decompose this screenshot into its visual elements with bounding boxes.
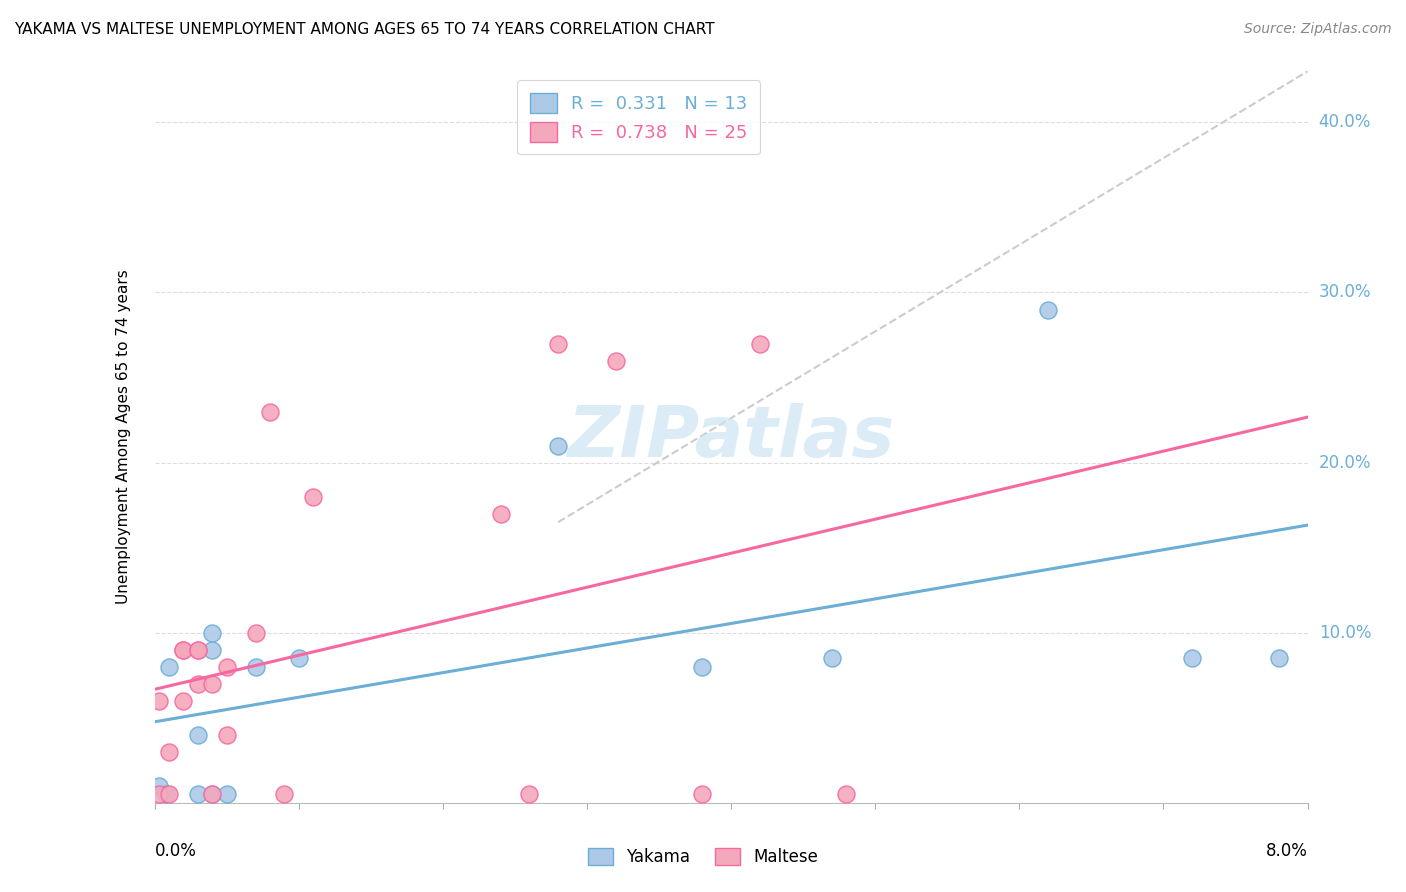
Point [201,625,224,640]
Text: 30.0%: 30.0% [1319,284,1371,301]
Point [1181,651,1204,665]
Point [690,659,713,673]
Point [273,787,295,801]
Point [157,787,180,801]
Point [245,625,267,640]
Text: Source: ZipAtlas.com: Source: ZipAtlas.com [1244,22,1392,37]
Point [157,745,180,759]
Point [1268,651,1291,665]
Point [259,404,281,418]
Point [605,353,627,368]
Point [172,642,194,657]
Point [155,787,177,801]
Point [201,642,224,657]
Point [201,787,224,801]
Point [187,728,209,742]
Point [148,787,170,801]
Point [489,507,512,521]
Point [517,787,540,801]
Text: 8.0%: 8.0% [1265,842,1308,860]
Point [821,651,844,665]
Point [187,787,209,801]
Point [215,787,238,801]
Point [157,659,180,673]
Legend: Yakama, Maltese: Yakama, Maltese [579,840,827,875]
Point [547,439,569,453]
Text: YAKAMA VS MALTESE UNEMPLOYMENT AMONG AGES 65 TO 74 YEARS CORRELATION CHART: YAKAMA VS MALTESE UNEMPLOYMENT AMONG AGE… [14,22,714,37]
Point [1038,302,1060,317]
Text: 20.0%: 20.0% [1319,454,1371,472]
Point [835,787,858,801]
Point [245,659,267,673]
Point [148,779,170,793]
Point [201,677,224,691]
Point [201,787,224,801]
Point [547,336,569,351]
Point [302,490,325,504]
Point [187,642,209,657]
Point [187,642,209,657]
Point [287,651,309,665]
Y-axis label: Unemployment Among Ages 65 to 74 years: Unemployment Among Ages 65 to 74 years [117,269,131,605]
Point [187,677,209,691]
Point [148,694,170,708]
Point [215,659,238,673]
Point [748,336,770,351]
Text: 40.0%: 40.0% [1319,113,1371,131]
Text: ZIPatlas: ZIPatlas [568,402,894,472]
Legend: R =  0.331   N = 13, R =  0.738   N = 25: R = 0.331 N = 13, R = 0.738 N = 25 [517,80,761,154]
Point [172,694,194,708]
Point [690,787,713,801]
Point [215,728,238,742]
Point [172,642,194,657]
Text: 10.0%: 10.0% [1319,624,1371,641]
Text: 0.0%: 0.0% [155,842,197,860]
